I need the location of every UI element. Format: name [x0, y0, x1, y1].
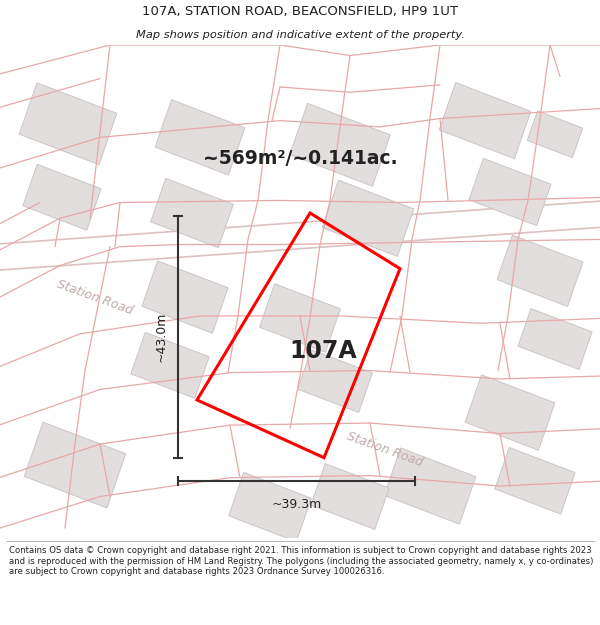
- Polygon shape: [495, 448, 575, 514]
- Text: ~43.0m: ~43.0m: [155, 312, 168, 362]
- Polygon shape: [19, 83, 117, 164]
- Polygon shape: [229, 472, 311, 542]
- Polygon shape: [298, 349, 373, 413]
- Text: Map shows position and indicative extent of the property.: Map shows position and indicative extent…: [136, 30, 464, 40]
- Polygon shape: [311, 464, 389, 529]
- Text: Station Road: Station Road: [345, 429, 425, 469]
- Polygon shape: [290, 103, 390, 186]
- Text: ~569m²/~0.141ac.: ~569m²/~0.141ac.: [203, 149, 397, 168]
- Polygon shape: [439, 82, 531, 159]
- Text: 107A, STATION ROAD, BEACONSFIELD, HP9 1UT: 107A, STATION ROAD, BEACONSFIELD, HP9 1U…: [142, 5, 458, 18]
- Polygon shape: [384, 448, 476, 524]
- Polygon shape: [24, 422, 126, 508]
- Polygon shape: [469, 158, 551, 226]
- Polygon shape: [465, 375, 555, 450]
- Polygon shape: [23, 164, 101, 230]
- Polygon shape: [322, 180, 414, 256]
- Polygon shape: [155, 100, 245, 175]
- Text: ~39.3m: ~39.3m: [271, 498, 322, 511]
- Polygon shape: [518, 309, 592, 369]
- Polygon shape: [131, 332, 209, 398]
- Text: Station Road: Station Road: [55, 278, 135, 317]
- Text: Contains OS data © Crown copyright and database right 2021. This information is : Contains OS data © Crown copyright and d…: [9, 546, 593, 576]
- Polygon shape: [260, 284, 340, 352]
- Polygon shape: [497, 235, 583, 306]
- Polygon shape: [142, 261, 228, 333]
- Polygon shape: [151, 178, 233, 248]
- Polygon shape: [527, 111, 583, 158]
- Text: 107A: 107A: [289, 339, 356, 362]
